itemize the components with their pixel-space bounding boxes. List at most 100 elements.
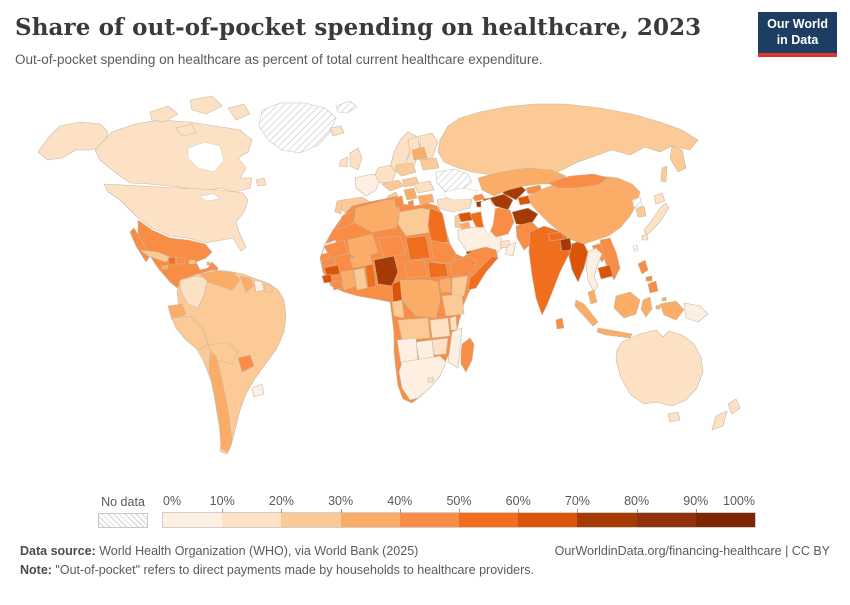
country-malawi[interactable]	[449, 315, 458, 331]
country-myanmar[interactable]	[568, 239, 589, 283]
country-canada-arctic-4[interactable]	[175, 123, 197, 137]
country-canada-arctic-1[interactable]	[149, 105, 179, 123]
country-chile[interactable]	[208, 351, 233, 453]
legend-bin-10-20%[interactable]	[222, 513, 282, 527]
country-uganda[interactable]	[439, 277, 452, 293]
country-senegal[interactable]	[320, 256, 337, 267]
country-tunisia[interactable]	[393, 195, 405, 209]
country-malaysia[interactable]	[587, 289, 598, 305]
legend-bin-70-80%[interactable]	[577, 513, 637, 527]
legend-bin-40-50%[interactable]	[399, 513, 460, 527]
country-oman[interactable]	[504, 241, 517, 257]
country-algeria[interactable]	[353, 198, 401, 233]
country-zambia[interactable]	[429, 317, 451, 339]
country-guinea[interactable]	[323, 264, 341, 277]
country-canada-arctic-3[interactable]	[227, 103, 251, 121]
country-ecuador[interactable]	[167, 303, 187, 321]
country-portugal[interactable]	[334, 199, 343, 215]
country-israel[interactable]	[454, 214, 461, 229]
country-russia-kamchatka[interactable]	[669, 145, 687, 173]
country-venezuela[interactable]	[199, 270, 241, 291]
country-philippines-visayas[interactable]	[645, 275, 653, 282]
legend-bin-30-40%[interactable]	[340, 513, 400, 527]
country-cambodia[interactable]	[597, 264, 614, 280]
country-central-african-republic[interactable]	[403, 259, 428, 279]
legend-bin-60-70%[interactable]	[518, 513, 578, 527]
country-french-guiana[interactable]	[263, 283, 273, 294]
country-kazakhstan[interactable]	[477, 167, 567, 197]
country-south-korea[interactable]	[635, 205, 647, 218]
country-united-kingdom[interactable]	[349, 147, 363, 171]
country-madagascar[interactable]	[460, 337, 475, 373]
country-burkina-faso[interactable]	[349, 253, 373, 269]
country-greenland[interactable]	[258, 102, 337, 154]
country-south-sudan[interactable]	[427, 261, 449, 279]
country-mongolia[interactable]	[547, 173, 609, 189]
country-lesotho[interactable]	[427, 376, 434, 383]
country-australia[interactable]	[615, 329, 704, 407]
legend-bin-50-60%[interactable]	[459, 513, 519, 527]
legend-bin-0-10%[interactable]	[163, 513, 223, 527]
country-svalbard[interactable]	[335, 100, 358, 114]
country-somalia[interactable]	[467, 255, 499, 291]
country-iceland[interactable]	[329, 125, 345, 137]
country-indonesia-moluccas-1[interactable]	[655, 304, 661, 310]
country-suriname[interactable]	[253, 279, 265, 293]
country-serbia[interactable]	[403, 187, 418, 201]
country-japan-kyushu[interactable]	[641, 233, 649, 241]
country-congo[interactable]	[391, 299, 405, 319]
legend-bar[interactable]	[162, 509, 756, 528]
country-indonesia-sumatra[interactable]	[574, 299, 599, 327]
country-afghanistan[interactable]	[511, 207, 539, 227]
country-bangladesh[interactable]	[559, 237, 573, 252]
country-uruguay[interactable]	[251, 383, 265, 398]
country-philippines-luzon[interactable]	[637, 259, 649, 275]
country-colombia[interactable]	[179, 275, 209, 309]
country-japan[interactable]	[643, 202, 670, 236]
country-bulgaria[interactable]	[417, 193, 435, 205]
country-mozambique[interactable]	[447, 327, 463, 369]
country-indonesia-borneo[interactable]	[613, 291, 641, 319]
country-belarus[interactable]	[419, 157, 440, 171]
legend-bin-80-90%[interactable]	[636, 513, 696, 527]
owid-link[interactable]: OurWorldinData.org/financing-healthcare …	[554, 544, 830, 558]
country-south-africa[interactable]	[398, 355, 447, 401]
country-kenya[interactable]	[451, 275, 469, 297]
country-canada-newfoundland[interactable]	[255, 177, 267, 187]
country-ukraine[interactable]	[435, 168, 473, 193]
country-angola[interactable]	[397, 317, 431, 341]
country-australia-tasmania[interactable]	[667, 411, 681, 423]
country-japan-hokkaido[interactable]	[653, 192, 666, 205]
legend-bin-90-100%[interactable]	[695, 513, 756, 527]
country-drc[interactable]	[399, 279, 441, 319]
country-sudan[interactable]	[429, 239, 457, 265]
country-puerto-rico[interactable]	[188, 259, 196, 265]
legend-no-data-swatch[interactable]	[98, 513, 148, 528]
country-russia[interactable]	[437, 103, 699, 181]
country-thailand[interactable]	[585, 247, 603, 293]
country-sweden[interactable]	[403, 135, 421, 169]
country-botswana[interactable]	[415, 339, 435, 361]
country-ghana[interactable]	[353, 267, 368, 291]
country-jamaica[interactable]	[161, 264, 169, 270]
country-dominican-republic[interactable]	[175, 256, 186, 265]
country-vietnam[interactable]	[599, 237, 621, 281]
country-turkmenistan[interactable]	[489, 193, 514, 211]
country-sri-lanka[interactable]	[555, 317, 565, 330]
country-sierra-leone[interactable]	[321, 273, 333, 284]
country-papua-new-guinea[interactable]	[683, 302, 709, 323]
country-guyana[interactable]	[239, 275, 255, 293]
country-togo[interactable]	[364, 263, 377, 289]
country-new-zealand-north[interactable]	[727, 398, 741, 415]
owid-logo[interactable]: Our World in Data	[758, 12, 837, 58]
country-lesser-antilles-1[interactable]	[206, 261, 211, 266]
country-poland[interactable]	[395, 162, 417, 177]
country-tanzania[interactable]	[441, 293, 465, 317]
country-indonesia-java[interactable]	[596, 327, 633, 339]
country-paraguay[interactable]	[237, 354, 255, 373]
country-ivory-coast[interactable]	[340, 269, 357, 291]
country-syria[interactable]	[457, 211, 474, 223]
legend-bin-20-30%[interactable]	[281, 513, 341, 527]
country-romania[interactable]	[413, 180, 435, 194]
country-ethiopia[interactable]	[449, 255, 479, 277]
